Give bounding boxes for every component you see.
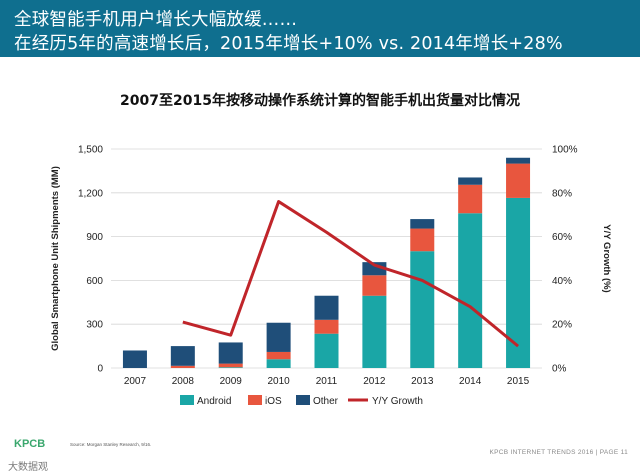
bar-other-2007 <box>122 350 147 368</box>
source-note: Source: Morgan Stanley Research, 9/16. <box>70 442 152 447</box>
bar-ios-2009 <box>218 363 243 368</box>
x-tick-label: 2008 <box>172 376 195 387</box>
kpcb-logo: KPCB <box>14 438 46 450</box>
bar-other-2014 <box>458 177 483 185</box>
x-tick-label: 2010 <box>267 376 290 387</box>
y-tick-label: 0 <box>97 364 103 375</box>
y-tick-label: 1,500 <box>78 145 103 156</box>
y2-tick-label: 20% <box>552 320 572 331</box>
bar-android-2014 <box>458 213 483 368</box>
bar-android-2013 <box>410 251 435 368</box>
x-tick-label: 2014 <box>459 376 482 387</box>
bar-other-2011 <box>314 295 339 320</box>
x-tick-label: 2013 <box>411 376 434 387</box>
bar-ios-2015 <box>506 163 531 198</box>
x-tick-label: 2015 <box>507 376 530 387</box>
bar-ios-2014 <box>458 184 483 214</box>
legend-other-swatch <box>296 395 310 405</box>
watermark-text: 大数据观 <box>8 462 48 473</box>
y-tick-label: 900 <box>86 232 103 243</box>
bar-ios-2008 <box>170 365 195 368</box>
growth-line <box>182 200 520 348</box>
y-tick-label: 300 <box>86 320 103 331</box>
subheadline: 在经历5年的高速增长后，2015年增长+10% vs. 2014年增长+28% <box>14 34 563 54</box>
bar-other-2015 <box>506 157 531 164</box>
y2-axis-label: Y/Y Growth (%) <box>601 224 612 292</box>
legend-ios-swatch <box>248 395 262 405</box>
bar-ios-2010 <box>266 351 291 360</box>
bar-other-2013 <box>410 219 435 229</box>
legend-yy-growth-label: Y/Y Growth <box>372 396 423 407</box>
legend-ios-label: iOS <box>265 396 282 407</box>
x-tick-label: 2009 <box>220 376 243 387</box>
bar-other-2009 <box>218 342 243 364</box>
bar-android-2009 <box>218 367 243 368</box>
y-tick-label: 1,200 <box>78 188 103 199</box>
x-tick-label: 2012 <box>363 376 386 387</box>
legend-android-label: Android <box>197 396 231 407</box>
page-label: KPCB INTERNET TRENDS 2016 | PAGE 11 <box>489 449 628 456</box>
bar-ios-2012 <box>362 275 387 296</box>
bar-android-2012 <box>362 295 387 368</box>
bar-android-2015 <box>506 197 531 368</box>
y-axis-label: Global Smartphone Unit Shipments (MM) <box>50 166 61 351</box>
chart-title: 2007至2015年按移动操作系统计算的智能手机出货量对比情况 <box>120 93 520 109</box>
bar-android-2010 <box>266 359 291 368</box>
legend-other-label: Other <box>313 396 339 407</box>
bar-ios-2013 <box>410 228 435 252</box>
bar-other-2008 <box>170 346 195 366</box>
y2-tick-label: 40% <box>552 276 572 287</box>
legend-android-swatch <box>180 395 194 405</box>
bar-android-2011 <box>314 333 339 368</box>
y2-tick-label: 80% <box>552 188 572 199</box>
y2-tick-label: 0% <box>552 364 567 375</box>
bar-other-2010 <box>266 322 291 352</box>
bar-ios-2011 <box>314 319 339 334</box>
y2-tick-label: 100% <box>552 145 578 156</box>
x-tick-label: 2011 <box>316 376 338 387</box>
headline: 全球智能手机用户增长大幅放缓…… <box>14 10 298 30</box>
header-banner: 全球智能手机用户增长大幅放缓…… 在经历5年的高速增长后，2015年增长+10%… <box>0 0 640 57</box>
y-tick-label: 600 <box>86 276 103 287</box>
y2-tick-label: 60% <box>552 232 572 243</box>
x-tick-label: 2007 <box>124 376 147 387</box>
